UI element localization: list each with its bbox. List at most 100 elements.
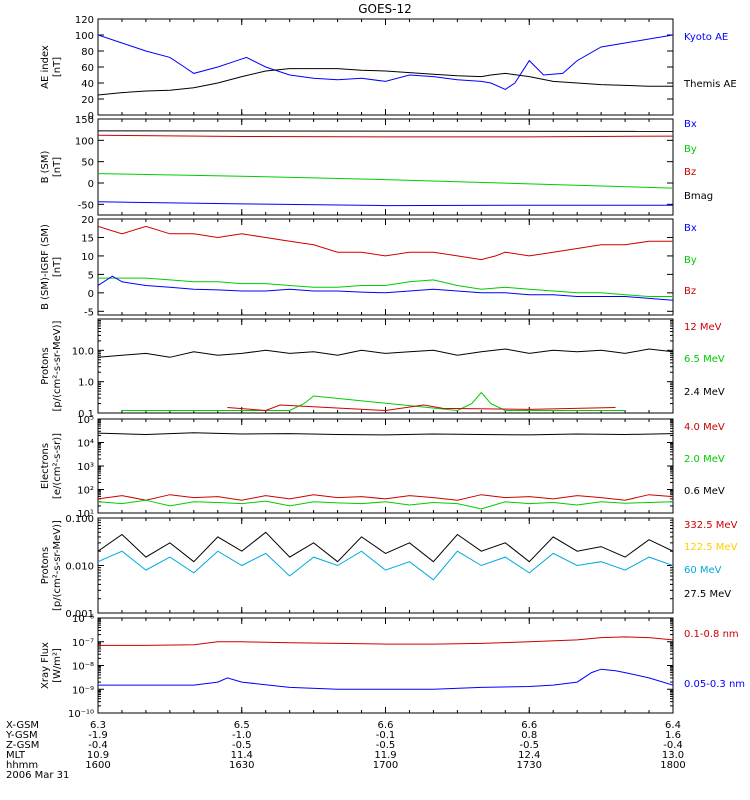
series-bz [98, 225, 673, 261]
y-tick-label: 120 [75, 15, 94, 26]
footer-value: -0.5 [376, 740, 396, 751]
y-tick-label: 0 [88, 179, 94, 190]
series-by [98, 173, 673, 189]
panel-bres: -5 0 5 10 15 20 B (SM)-IGRF (SM) [nT] Bx By Bz [40, 215, 697, 318]
series-bmag [98, 130, 673, 132]
series-by [98, 277, 673, 297]
footer-value: -0.5 [232, 740, 252, 751]
panel-hproton-frame [97, 517, 674, 614]
y-tick-label: 100 [75, 31, 94, 42]
chart-title: GOES-12 [358, 2, 412, 16]
y-tick-label: 0.100 [65, 514, 94, 525]
y-tick-label: -50 [78, 200, 94, 211]
series-12-mev [227, 404, 616, 412]
panel-protons-ylabel: Protons [40, 347, 51, 384]
legend-27-5-mev: 27.5 MeV [684, 589, 731, 600]
y-tick-label: 10⁴ [77, 439, 94, 450]
series-bx [98, 275, 673, 301]
legend-bz: Bz [684, 167, 696, 178]
legend-0-1-0-8-nm: 0.1-0.8 nm [684, 629, 739, 640]
y-tick-label: 60 [81, 63, 94, 74]
panel-b-ylabel: [nT] [52, 157, 63, 177]
footer-value: 0.8 [521, 730, 537, 741]
footer-value: 1730 [517, 760, 542, 771]
panel-xray-ylabel: [W/m²] [52, 648, 63, 683]
panel-b-ylabel: B (SM) [40, 150, 51, 183]
panel-electrons-ylabel: Electrons [40, 443, 51, 489]
series-0-05-0-3-nm [98, 668, 673, 690]
y-tick-label: 10⁻⁶ [72, 614, 94, 625]
y-tick-label: 20 [81, 215, 94, 226]
legend-332-5-mev: 332.5 MeV [684, 520, 738, 531]
series-2-0-mev [98, 499, 673, 510]
footer-value: 6.3 [90, 720, 106, 731]
legend-0-6-mev: 0.6 MeV [684, 486, 725, 497]
panel-protons: 0.1 1.0 10.0 Protons [p/(cm²-s-sr-MeV)] 12 Me… [40, 318, 725, 420]
y-tick-label: 5 [88, 270, 94, 281]
panel-hproton: 0.001 0.010 0.100 Protons [p/(cm²-s-sr-MeV)]… [40, 514, 738, 620]
panel-protons-frame [97, 318, 674, 414]
legend-0-05-0-3-nm: 0.05-0.3 nm [684, 679, 745, 690]
y-tick-label: 0 [88, 289, 94, 300]
footer-value: -1.0 [232, 730, 252, 741]
legend-2-0-mev: 2.0 MeV [684, 454, 725, 465]
panel-b: -50 0 50 100 150 B (SM) [nT] Bx By Bz Bmag [40, 115, 713, 216]
legend-kyoto-ae: Kyoto AE [684, 32, 728, 43]
y-tick-label: 80 [81, 47, 94, 58]
legend-bx: Bx [684, 223, 697, 234]
footer-value: 10.9 [87, 750, 109, 761]
panel-xray: 10⁻¹⁰ 10⁻⁹ 10⁻⁸ 10⁻⁷ 10⁻⁶ Xray Flux [W/m²] 0.1-… [40, 614, 745, 720]
footer-row-label: MLT [6, 750, 26, 761]
y-tick-label: 150 [75, 115, 94, 126]
footer-row-label: 2006 Mar 31 [6, 770, 69, 781]
panel-ae-ylabel: AE index [40, 45, 51, 89]
panel-xray-frame [97, 617, 674, 714]
panel-electrons: 10¹ 10² 10³ 10⁴ 10⁵ Electrons [e/(cm²-s-sr)] 4.… [40, 415, 725, 520]
y-tick-label: 100 [75, 136, 94, 147]
legend-themis-ae: Themis AE [683, 79, 737, 90]
y-tick-label: 10⁵ [77, 415, 94, 426]
legend-bz: Bz [684, 286, 696, 297]
panel-b-frame [97, 118, 674, 216]
footer-value: 11.9 [374, 750, 396, 761]
y-tick-label: 15 [81, 233, 94, 244]
footer-row-label: Y-GSM [5, 730, 38, 741]
y-tick-label: 10 [81, 252, 94, 263]
footer-value: -0.5 [519, 740, 539, 751]
footer-value: 1700 [373, 760, 398, 771]
series-27-5-mev [98, 531, 673, 563]
footer-value: -0.4 [663, 740, 683, 751]
panel-bres-ylabel: [nT] [52, 257, 63, 277]
footer-value: 11.4 [231, 750, 253, 761]
legend-by: By [684, 144, 697, 155]
y-tick-label: 10⁻⁹ [72, 685, 94, 696]
panel-xray-ylabel: Xray Flux [40, 642, 51, 689]
panel-bres-ylabel: B (SM)-IGRF (SM) [40, 224, 51, 310]
legend-4-0-mev: 4.0 MeV [684, 422, 725, 433]
footer-value: -0.1 [376, 730, 396, 741]
y-tick-label: 10⁻⁸ [72, 662, 94, 673]
y-tick-label: 0.010 [65, 562, 94, 573]
footer-value: 12.4 [518, 750, 540, 761]
series-0-1-0-8-nm [98, 636, 673, 646]
y-tick-label: 0.001 [65, 609, 94, 620]
y-tick-label: 10⁻⁷ [72, 638, 94, 649]
panel-hproton-ylabel: Protons [40, 547, 51, 584]
legend-122-5-mev: 122.5 MeV [684, 542, 738, 553]
footer-row-label: Z-GSM [6, 740, 39, 751]
legend-by: By [684, 255, 697, 266]
series-bz [98, 134, 673, 138]
footer-value: 6.5 [234, 720, 250, 731]
footer-value: 1630 [229, 760, 254, 771]
series-6-5-mev [122, 391, 626, 412]
panel-electrons-ylabel: [e/(cm²-s-sr)] [52, 433, 63, 499]
footer-value: 6.4 [665, 720, 681, 731]
legend-bx: Bx [684, 119, 697, 130]
series-4-0-mev [98, 494, 673, 501]
footer-value: 1800 [660, 760, 685, 771]
y-tick-label: 10¹ [77, 509, 94, 520]
series-themis-ae [98, 68, 673, 96]
